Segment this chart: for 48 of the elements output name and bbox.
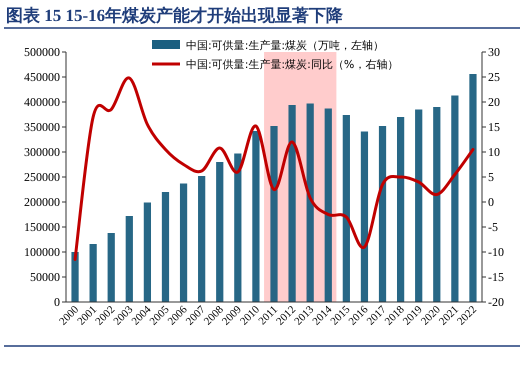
y2-tick-label: 0	[488, 195, 494, 209]
y-tick-label: 200000	[24, 195, 60, 209]
y2-tick-label: 15	[488, 120, 500, 134]
bar	[306, 104, 314, 302]
y-tick-label: 100000	[24, 245, 60, 259]
y-tick-label: 0	[54, 295, 60, 309]
y2-tick-label: -20	[488, 295, 504, 309]
y2-tick-label: 10	[488, 145, 500, 159]
y2-tick-label: 30	[488, 45, 500, 59]
y2-tick-label: 25	[488, 70, 500, 84]
bar	[108, 233, 115, 302]
bar	[162, 192, 170, 302]
y-tick-label: 300000	[24, 145, 60, 159]
bar	[198, 176, 206, 302]
bar	[378, 126, 386, 302]
y2-tick-label: 20	[488, 95, 500, 109]
bar	[451, 96, 458, 302]
bar	[342, 115, 350, 302]
chart-title: 图表 15 15-16年煤炭产能才开始出现显著下降	[6, 6, 344, 25]
y-tick-label: 500000	[24, 45, 60, 59]
line-series	[74, 76, 474, 261]
bar	[415, 110, 422, 302]
bar	[396, 117, 404, 302]
y2-tick-label: -5	[488, 220, 498, 234]
bar	[126, 216, 133, 302]
bar	[270, 126, 278, 302]
y2-tick-label: 5	[488, 170, 494, 184]
bar	[252, 131, 260, 302]
legend-label: 中国:可供量:生产量:煤炭:同比（%，右轴）	[186, 58, 398, 71]
bar	[90, 244, 97, 302]
y-tick-label: 250000	[24, 170, 60, 184]
bar	[288, 105, 296, 302]
bar	[216, 162, 224, 302]
bar	[433, 107, 440, 302]
y-tick-label: 450000	[24, 70, 60, 84]
y-tick-label: 350000	[24, 120, 60, 134]
y2-tick-label: -15	[488, 270, 504, 284]
bar	[469, 74, 477, 302]
legend-label: 中国:可供量:生产量:煤炭（万吨，左轴）	[186, 39, 384, 52]
y-tick-label: 150000	[24, 220, 60, 234]
bar	[324, 108, 332, 302]
y-tick-label: 50000	[30, 270, 60, 284]
y2-tick-label: -10	[488, 245, 504, 259]
bar	[144, 202, 152, 302]
bar	[234, 154, 242, 302]
y-tick-label: 400000	[24, 95, 60, 109]
bar	[360, 132, 368, 302]
bar	[180, 184, 188, 302]
